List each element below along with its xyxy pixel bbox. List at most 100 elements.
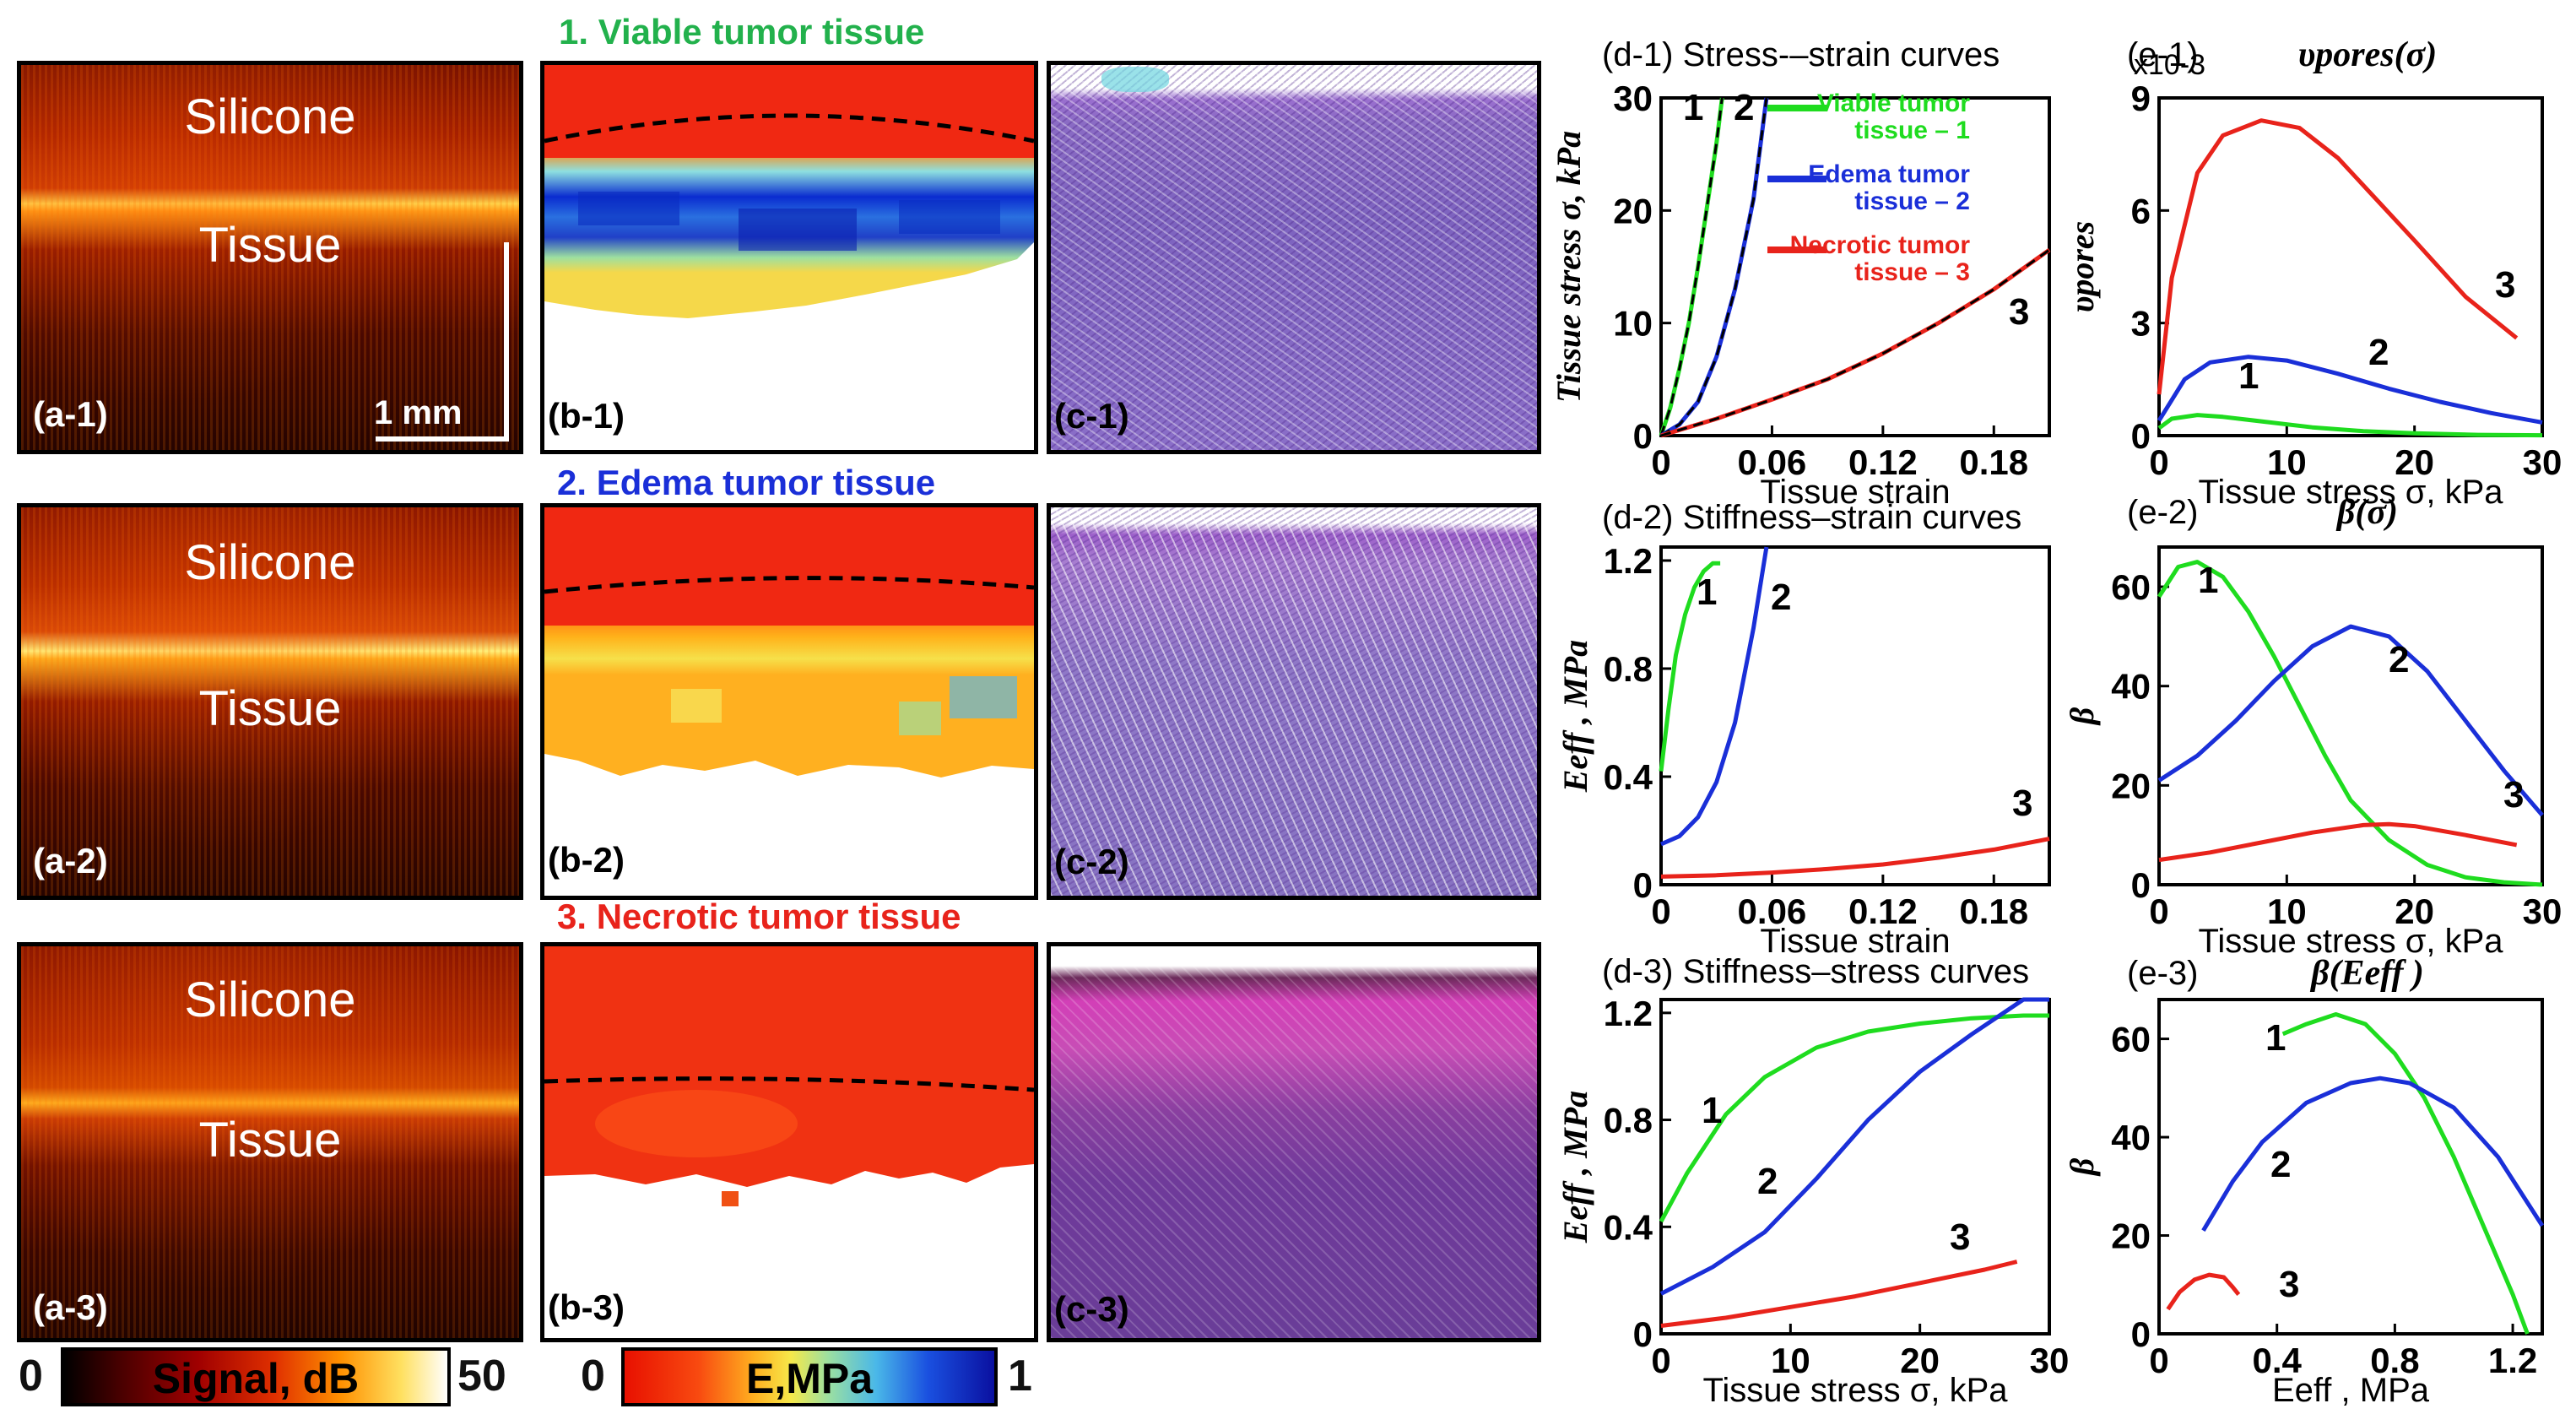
chart-title-d-1: (d-1) Stress-–strain curves — [1602, 36, 2000, 73]
series-line-3 — [1660, 247, 2051, 438]
curve-label-2: 2 — [1771, 577, 1791, 618]
histology-c2: (c-2) — [1047, 503, 1541, 900]
curve-label-2: 2 — [2389, 639, 2409, 680]
x-tick-label: 0.8 — [2370, 1341, 2419, 1380]
x-tick-label: 30 — [2030, 1341, 2070, 1380]
heading-necrotic: 3. Necrotic tumor tissue — [557, 897, 961, 936]
x-axis-label: Eeff , MPa — [2272, 1372, 2430, 1409]
legend-label-2: Edema tumor — [1808, 160, 1970, 188]
legend-label-line2-1: tissue – 1 — [1854, 116, 1970, 144]
signal-colorbar-label: Signal, dB — [152, 1355, 360, 1402]
legend-label-line2-2: tissue – 2 — [1854, 187, 1970, 215]
y-tick-label: 20 — [2111, 1216, 2151, 1256]
tag-b2: (b-2) — [548, 840, 625, 880]
y-axis-label: Tissue stress σ, kPa — [1550, 131, 1588, 403]
x-axis-label: Tissue stress σ, kPa — [2198, 923, 2503, 960]
chart-title-e-3: (e-3) — [2127, 955, 2198, 992]
curve-label-2: 2 — [2270, 1144, 2291, 1185]
fit-line-1 — [1659, 97, 1724, 436]
y-tick-label: 0 — [2131, 1314, 2151, 1354]
y-tick-label: 40 — [2111, 667, 2151, 707]
oct-image-a2: Silicone Tissue (a-2) — [17, 503, 523, 900]
histology-edge — [1101, 67, 1169, 92]
axis-multiplier: x10-3 — [2134, 49, 2205, 81]
y-tick-label: 30 — [1613, 79, 1653, 118]
tag-b3: (b-3) — [548, 1287, 625, 1327]
chart-title-formula: υpores(σ) — [2298, 35, 2438, 74]
histology-c3: (c-3) — [1047, 942, 1541, 1342]
scale-bar-label: 1 mm — [374, 394, 463, 431]
signal-colorbar: Signal, dB — [61, 1347, 451, 1406]
chart-title-formula: β(σ) — [2335, 493, 2398, 532]
modulus-colorbar: E,MPa — [621, 1347, 998, 1406]
tag-c2: (c-2) — [1054, 842, 1129, 881]
y-tick-label: 0 — [1633, 865, 1653, 905]
y-tick-label: 20 — [1613, 191, 1653, 230]
y-tick-label: 0.4 — [1604, 1207, 1653, 1247]
series-line-1 — [1659, 97, 1724, 436]
axes-frame-e-3 — [2157, 998, 2544, 1336]
x-tick-label: 20 — [1900, 1341, 1940, 1380]
x-tick-label: 0.4 — [2252, 1341, 2302, 1380]
curve-label-3: 3 — [2503, 774, 2524, 815]
curve-label-3: 3 — [2012, 783, 2032, 824]
y-tick-label: 0.8 — [1604, 649, 1653, 689]
axes-frame-d-3 — [1659, 998, 2051, 1336]
x-tick-label: 0.06 — [1738, 442, 1807, 482]
y-axis-label: υpores — [2063, 221, 2101, 312]
y-tick-label: 0.4 — [1604, 757, 1653, 797]
tag-c1: (c-1) — [1054, 396, 1129, 436]
series-line-3 — [1660, 1260, 2018, 1328]
x-tick-label: 0 — [1651, 442, 1670, 482]
y-tick-label: 20 — [2111, 766, 2151, 805]
silicone-label: Silicone — [184, 535, 356, 590]
oct-image-a3: Silicone Tissue (a-3) — [17, 942, 523, 1342]
legend-label-line2-3: tissue – 3 — [1854, 258, 1970, 286]
x-tick-label: 0 — [1651, 891, 1670, 931]
tag-b1: (b-1) — [548, 396, 625, 436]
x-tick-label: 0 — [2149, 442, 2168, 482]
x-tick-label: 0.06 — [1738, 891, 1807, 931]
x-tick-label: 30 — [2523, 442, 2562, 482]
axes-frame-d-2 — [1659, 545, 2051, 886]
tag-c3: (c-3) — [1054, 1289, 1129, 1329]
y-tick-label: 0.8 — [1604, 1101, 1653, 1141]
series-line-3 — [2158, 821, 2518, 863]
x-tick-label: 0 — [2149, 1341, 2168, 1380]
x-tick-label: 0 — [1651, 1341, 1670, 1380]
elasto-map-b2: (b-2) — [540, 503, 1038, 900]
legend-label-3: Necrotic tumor — [1790, 231, 1971, 259]
series-line-3 — [1660, 837, 2050, 879]
y-axis-label: β — [2063, 1157, 2101, 1177]
signal-colorbar-min: 0 — [19, 1352, 43, 1401]
tag-a2: (a-2) — [33, 841, 108, 880]
x-tick-label: 10 — [2267, 891, 2307, 931]
y-tick-label: 10 — [1613, 304, 1653, 344]
x-tick-label: 10 — [2267, 442, 2307, 482]
series-line-2 — [2157, 355, 2543, 425]
x-tick-label: 0.18 — [1959, 891, 2028, 931]
y-tick-label: 3 — [2131, 304, 2151, 344]
y-tick-label: 0 — [1633, 1314, 1653, 1354]
curve-label-1: 1 — [2198, 560, 2218, 601]
series-line-2 — [2157, 624, 2544, 817]
y-tick-label: 1.2 — [1604, 541, 1653, 581]
curve-label-2: 2 — [2368, 332, 2389, 373]
elasto-map-b3: (b-3) — [540, 942, 1038, 1342]
series-line-3 — [2157, 118, 2519, 395]
series-line-1 — [2157, 413, 2543, 438]
modulus-colorbar-label: E,MPa — [745, 1355, 874, 1402]
curve-label-1: 1 — [2265, 1017, 2286, 1059]
y-axis-label: Eeff , MPa — [1556, 1091, 1594, 1243]
series-line-1 — [2281, 1012, 2530, 1335]
silicone-label: Silicone — [184, 973, 356, 1027]
y-tick-label: 40 — [2111, 1118, 2151, 1157]
curve-label-3: 3 — [2279, 1264, 2299, 1305]
tag-a1: (a-1) — [33, 394, 108, 434]
curve-label-3: 3 — [2495, 264, 2515, 306]
x-tick-label: 0 — [2149, 891, 2168, 931]
modulus-colorbar-max: 1 — [1008, 1352, 1032, 1401]
series-line-2 — [2201, 1076, 2545, 1232]
tissue-label: Tissue — [198, 218, 342, 273]
series-line-3 — [2166, 1272, 2241, 1311]
